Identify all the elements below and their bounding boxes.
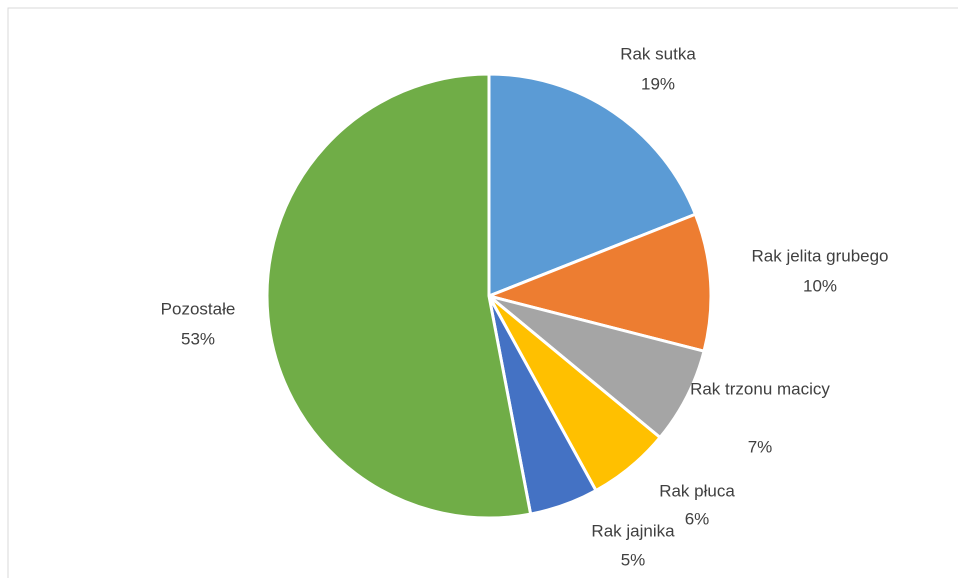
- pie-slice: [487, 72, 698, 299]
- value-label: 53%: [181, 329, 215, 348]
- chart-frame: [7, 7, 958, 578]
- category-label: Rak płuca: [659, 481, 735, 500]
- value-label: 19%: [641, 74, 675, 93]
- category-label: Rak trzonu macicy: [690, 379, 830, 398]
- pie-slice: [484, 212, 713, 354]
- value-label: 5%: [621, 550, 646, 569]
- pie-slice: [265, 72, 533, 520]
- category-label: Rak jajnika: [591, 521, 675, 540]
- category-label: Rak jelita grubego: [751, 246, 888, 265]
- category-label: Pozostałe: [161, 299, 236, 318]
- value-label: 10%: [803, 276, 837, 295]
- category-label: Rak sutka: [620, 44, 696, 63]
- value-label: 7%: [748, 437, 773, 456]
- value-label: 6%: [685, 509, 710, 528]
